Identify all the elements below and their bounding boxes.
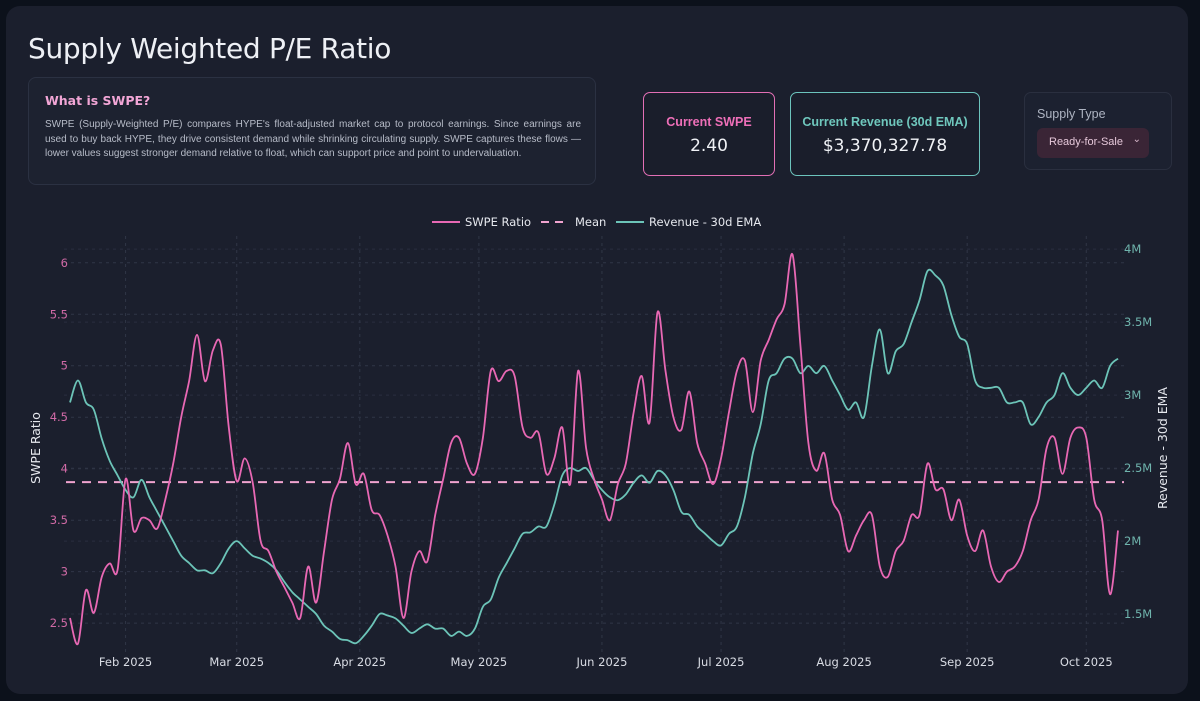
x-tick-label: Aug 2025 xyxy=(816,655,871,669)
current-swpe-value: 2.40 xyxy=(690,136,728,156)
revenue-series-line xyxy=(69,268,1119,645)
current-swpe-label: Current SWPE xyxy=(666,115,752,129)
supply-type-panel: Supply Type Ready-for-Sale ⌄ xyxy=(1024,92,1172,170)
supply-type-selected: Ready-for-Sale xyxy=(1049,136,1123,148)
x-tick-label: Oct 2025 xyxy=(1060,655,1113,669)
current-revenue-card: Current Revenue (30d EMA) $3,370,327.78 xyxy=(790,92,980,176)
right-tick-label: 3.5M xyxy=(1124,315,1152,329)
left-axis-ticks: 2.5 3 3.5 4 4.5 5 5.5 6 xyxy=(50,256,68,630)
legend-label-swpe[interactable]: SWPE Ratio xyxy=(465,215,531,229)
right-tick-label: 3M xyxy=(1124,388,1141,402)
chevron-down-icon: ⌄ xyxy=(1132,134,1141,145)
left-tick-label: 2.5 xyxy=(50,616,68,630)
left-tick-label: 4 xyxy=(61,462,68,476)
x-tick-label: Apr 2025 xyxy=(333,655,386,669)
x-tick-label: Jun 2025 xyxy=(576,655,628,669)
right-tick-label: 4M xyxy=(1124,242,1141,256)
info-body: SWPE (Supply-Weighted P/E) compares HYPE… xyxy=(45,119,581,159)
right-axis-title: Revenue - 30d EMA xyxy=(1155,387,1170,509)
supply-type-select[interactable]: Ready-for-Sale ⌄ xyxy=(1037,128,1149,158)
left-axis-title: SWPE Ratio xyxy=(28,412,43,484)
supply-type-label: Supply Type xyxy=(1037,107,1106,121)
x-tick-label: Mar 2025 xyxy=(209,655,264,669)
x-tick-label: Sep 2025 xyxy=(940,655,995,669)
x-axis-ticks: Feb 2025 Mar 2025 Apr 2025 May 2025 Jun 2025… xyxy=(99,655,1113,669)
right-tick-label: 2M xyxy=(1124,534,1141,548)
current-revenue-value: $3,370,327.78 xyxy=(822,136,948,156)
x-tick-label: Feb 2025 xyxy=(99,655,152,669)
swpe-info-box: What is SWPE? SWPE (Supply-Weighted P/E)… xyxy=(28,77,596,185)
left-tick-label: 4.5 xyxy=(50,410,68,424)
legend-label-revenue[interactable]: Revenue - 30d EMA xyxy=(649,215,761,229)
right-tick-label: 2.5M xyxy=(1124,461,1152,475)
page-title: Supply Weighted P/E Ratio xyxy=(28,32,392,65)
swpe-chart: SWPE Ratio Mean Revenue - 30d EMA 2.5 3 3.… xyxy=(28,215,1170,669)
x-tick-label: Jul 2025 xyxy=(697,655,745,669)
right-axis-ticks: 1.5M 2M 2.5M 3M 3.5M 4M xyxy=(1124,242,1152,621)
left-tick-label: 5.5 xyxy=(50,307,68,321)
current-revenue-label: Current Revenue (30d EMA) xyxy=(802,115,968,129)
right-tick-label: 1.5M xyxy=(1124,607,1152,621)
legend-label-mean[interactable]: Mean xyxy=(575,215,606,229)
grid-lines xyxy=(64,236,1126,652)
left-tick-label: 6 xyxy=(61,256,68,270)
chart-legend: SWPE Ratio Mean Revenue - 30d EMA xyxy=(432,215,761,229)
info-heading: What is SWPE? xyxy=(45,93,151,108)
left-tick-label: 5 xyxy=(61,359,68,373)
left-tick-label: 3.5 xyxy=(50,513,68,527)
current-swpe-card: Current SWPE 2.40 xyxy=(643,92,775,176)
x-tick-label: May 2025 xyxy=(451,655,508,669)
dashboard-card: Supply Weighted P/E Ratio What is SWPE? … xyxy=(6,6,1188,694)
left-tick-label: 3 xyxy=(61,565,68,579)
swpe-series-line xyxy=(69,253,1119,646)
